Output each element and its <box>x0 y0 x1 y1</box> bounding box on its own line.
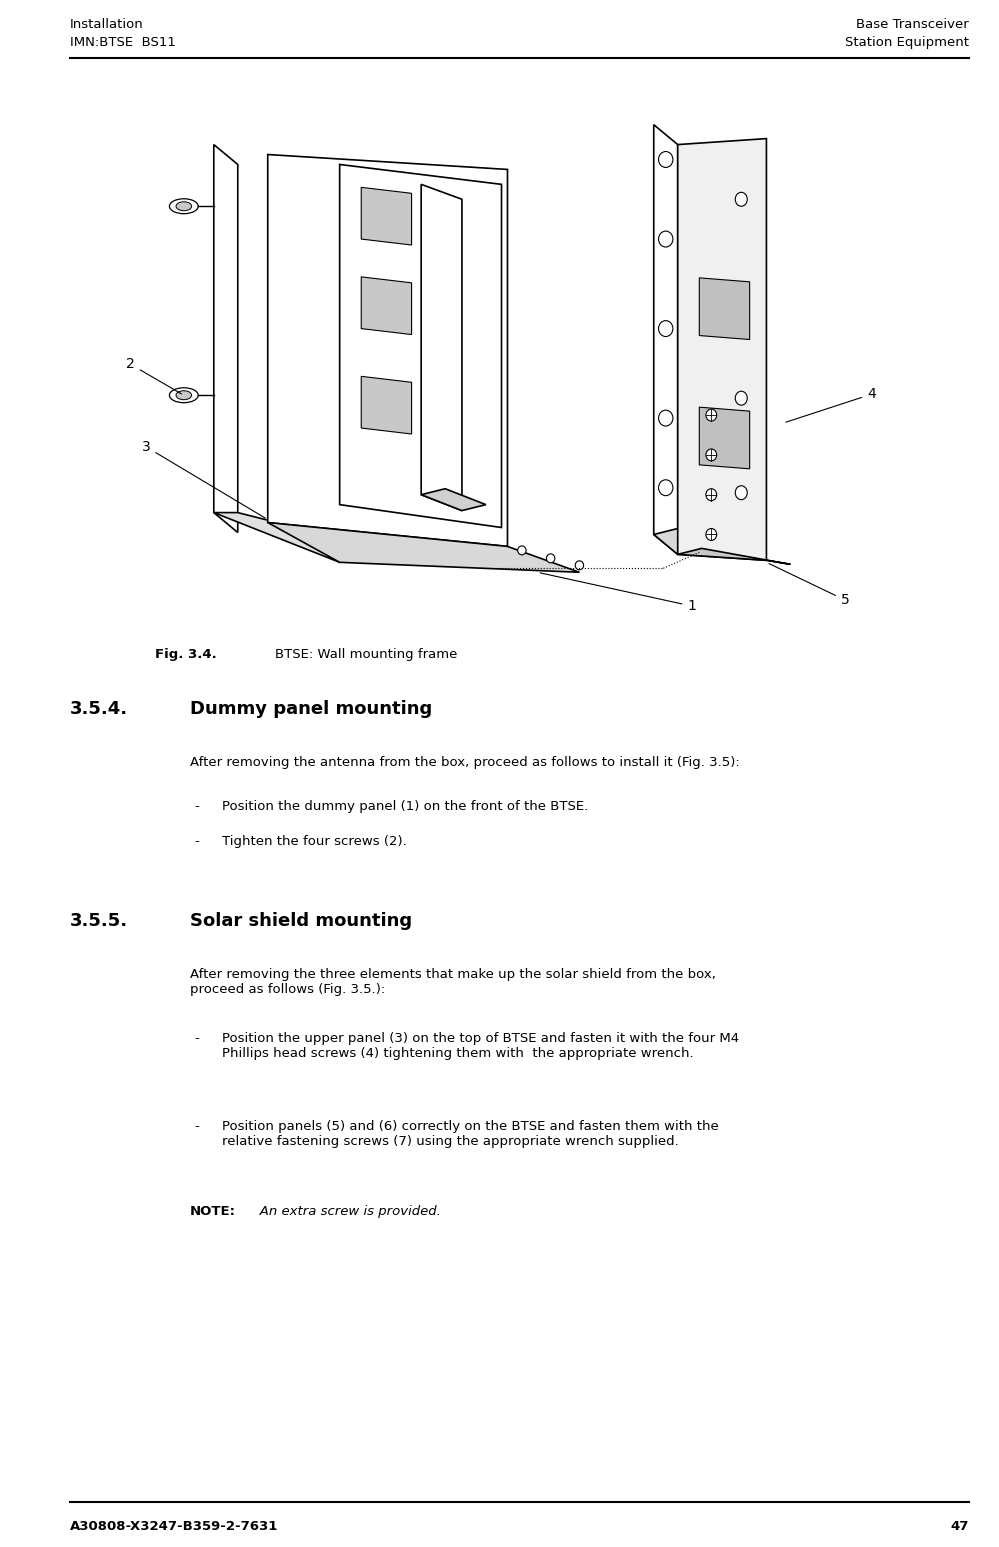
Text: After removing the antenna from the box, proceed as follows to install it (Fig. : After removing the antenna from the box,… <box>190 756 739 769</box>
Text: NOTE:: NOTE: <box>190 1205 236 1217</box>
Text: Tighten the four screws (2).: Tighten the four screws (2). <box>222 835 407 848</box>
Text: Installation: Installation <box>70 19 144 31</box>
Text: An extra screw is provided.: An extra screw is provided. <box>247 1205 441 1217</box>
Polygon shape <box>422 184 462 511</box>
Polygon shape <box>340 164 501 528</box>
Polygon shape <box>699 278 749 339</box>
Text: A30808-X3247-B359-2-7631: A30808-X3247-B359-2-7631 <box>70 1521 279 1533</box>
Ellipse shape <box>658 231 673 248</box>
Text: -: - <box>195 835 200 848</box>
Text: After removing the three elements that make up the solar shield from the box,
pr: After removing the three elements that m… <box>190 968 715 996</box>
Text: 5: 5 <box>769 563 849 606</box>
Polygon shape <box>677 139 766 560</box>
Ellipse shape <box>170 388 198 402</box>
Ellipse shape <box>706 489 716 501</box>
Ellipse shape <box>546 554 554 563</box>
Text: 3.5.5.: 3.5.5. <box>70 913 128 930</box>
Polygon shape <box>362 187 412 244</box>
Ellipse shape <box>658 480 673 495</box>
Ellipse shape <box>176 391 192 399</box>
Text: 47: 47 <box>951 1521 969 1533</box>
Ellipse shape <box>658 410 673 425</box>
Text: -: - <box>195 800 200 814</box>
Text: Base Transceiver: Base Transceiver <box>856 19 969 31</box>
Ellipse shape <box>517 546 526 555</box>
Ellipse shape <box>170 198 198 213</box>
Text: BTSE: Wall mounting frame: BTSE: Wall mounting frame <box>275 648 458 661</box>
Text: 3: 3 <box>142 439 266 518</box>
Polygon shape <box>268 155 507 546</box>
Ellipse shape <box>658 320 673 337</box>
Ellipse shape <box>706 529 716 540</box>
Text: 1: 1 <box>540 572 696 613</box>
Ellipse shape <box>735 486 747 500</box>
Text: -: - <box>195 1032 200 1046</box>
Ellipse shape <box>706 408 716 421</box>
Polygon shape <box>653 125 677 554</box>
Polygon shape <box>268 523 579 572</box>
Polygon shape <box>653 529 701 554</box>
Text: 4: 4 <box>786 387 876 422</box>
Text: -: - <box>195 1120 200 1132</box>
Text: 3.5.4.: 3.5.4. <box>70 699 128 718</box>
Ellipse shape <box>735 292 747 306</box>
Text: Solar shield mounting: Solar shield mounting <box>190 913 412 930</box>
Text: IMN:BTSE  BS11: IMN:BTSE BS11 <box>70 36 176 50</box>
Text: Station Equipment: Station Equipment <box>845 36 969 50</box>
Text: Dummy panel mounting: Dummy panel mounting <box>190 699 432 718</box>
Text: Position panels (5) and (6) correctly on the BTSE and fasten them with the
relat: Position panels (5) and (6) correctly on… <box>222 1120 718 1148</box>
Polygon shape <box>214 512 364 562</box>
Polygon shape <box>677 548 790 565</box>
Ellipse shape <box>658 152 673 167</box>
Polygon shape <box>422 489 486 511</box>
Polygon shape <box>362 376 412 435</box>
Ellipse shape <box>735 192 747 206</box>
Ellipse shape <box>735 391 747 405</box>
Polygon shape <box>214 144 238 532</box>
Text: Fig. 3.4.: Fig. 3.4. <box>155 648 217 661</box>
Polygon shape <box>699 407 749 469</box>
Text: 2: 2 <box>126 357 182 394</box>
Ellipse shape <box>575 562 583 569</box>
Ellipse shape <box>176 201 192 210</box>
Text: Position the dummy panel (1) on the front of the BTSE.: Position the dummy panel (1) on the fron… <box>222 800 588 814</box>
Polygon shape <box>362 277 412 334</box>
Ellipse shape <box>706 449 716 461</box>
Text: Position the upper panel (3) on the top of BTSE and fasten it with the four M4
P: Position the upper panel (3) on the top … <box>222 1032 739 1060</box>
